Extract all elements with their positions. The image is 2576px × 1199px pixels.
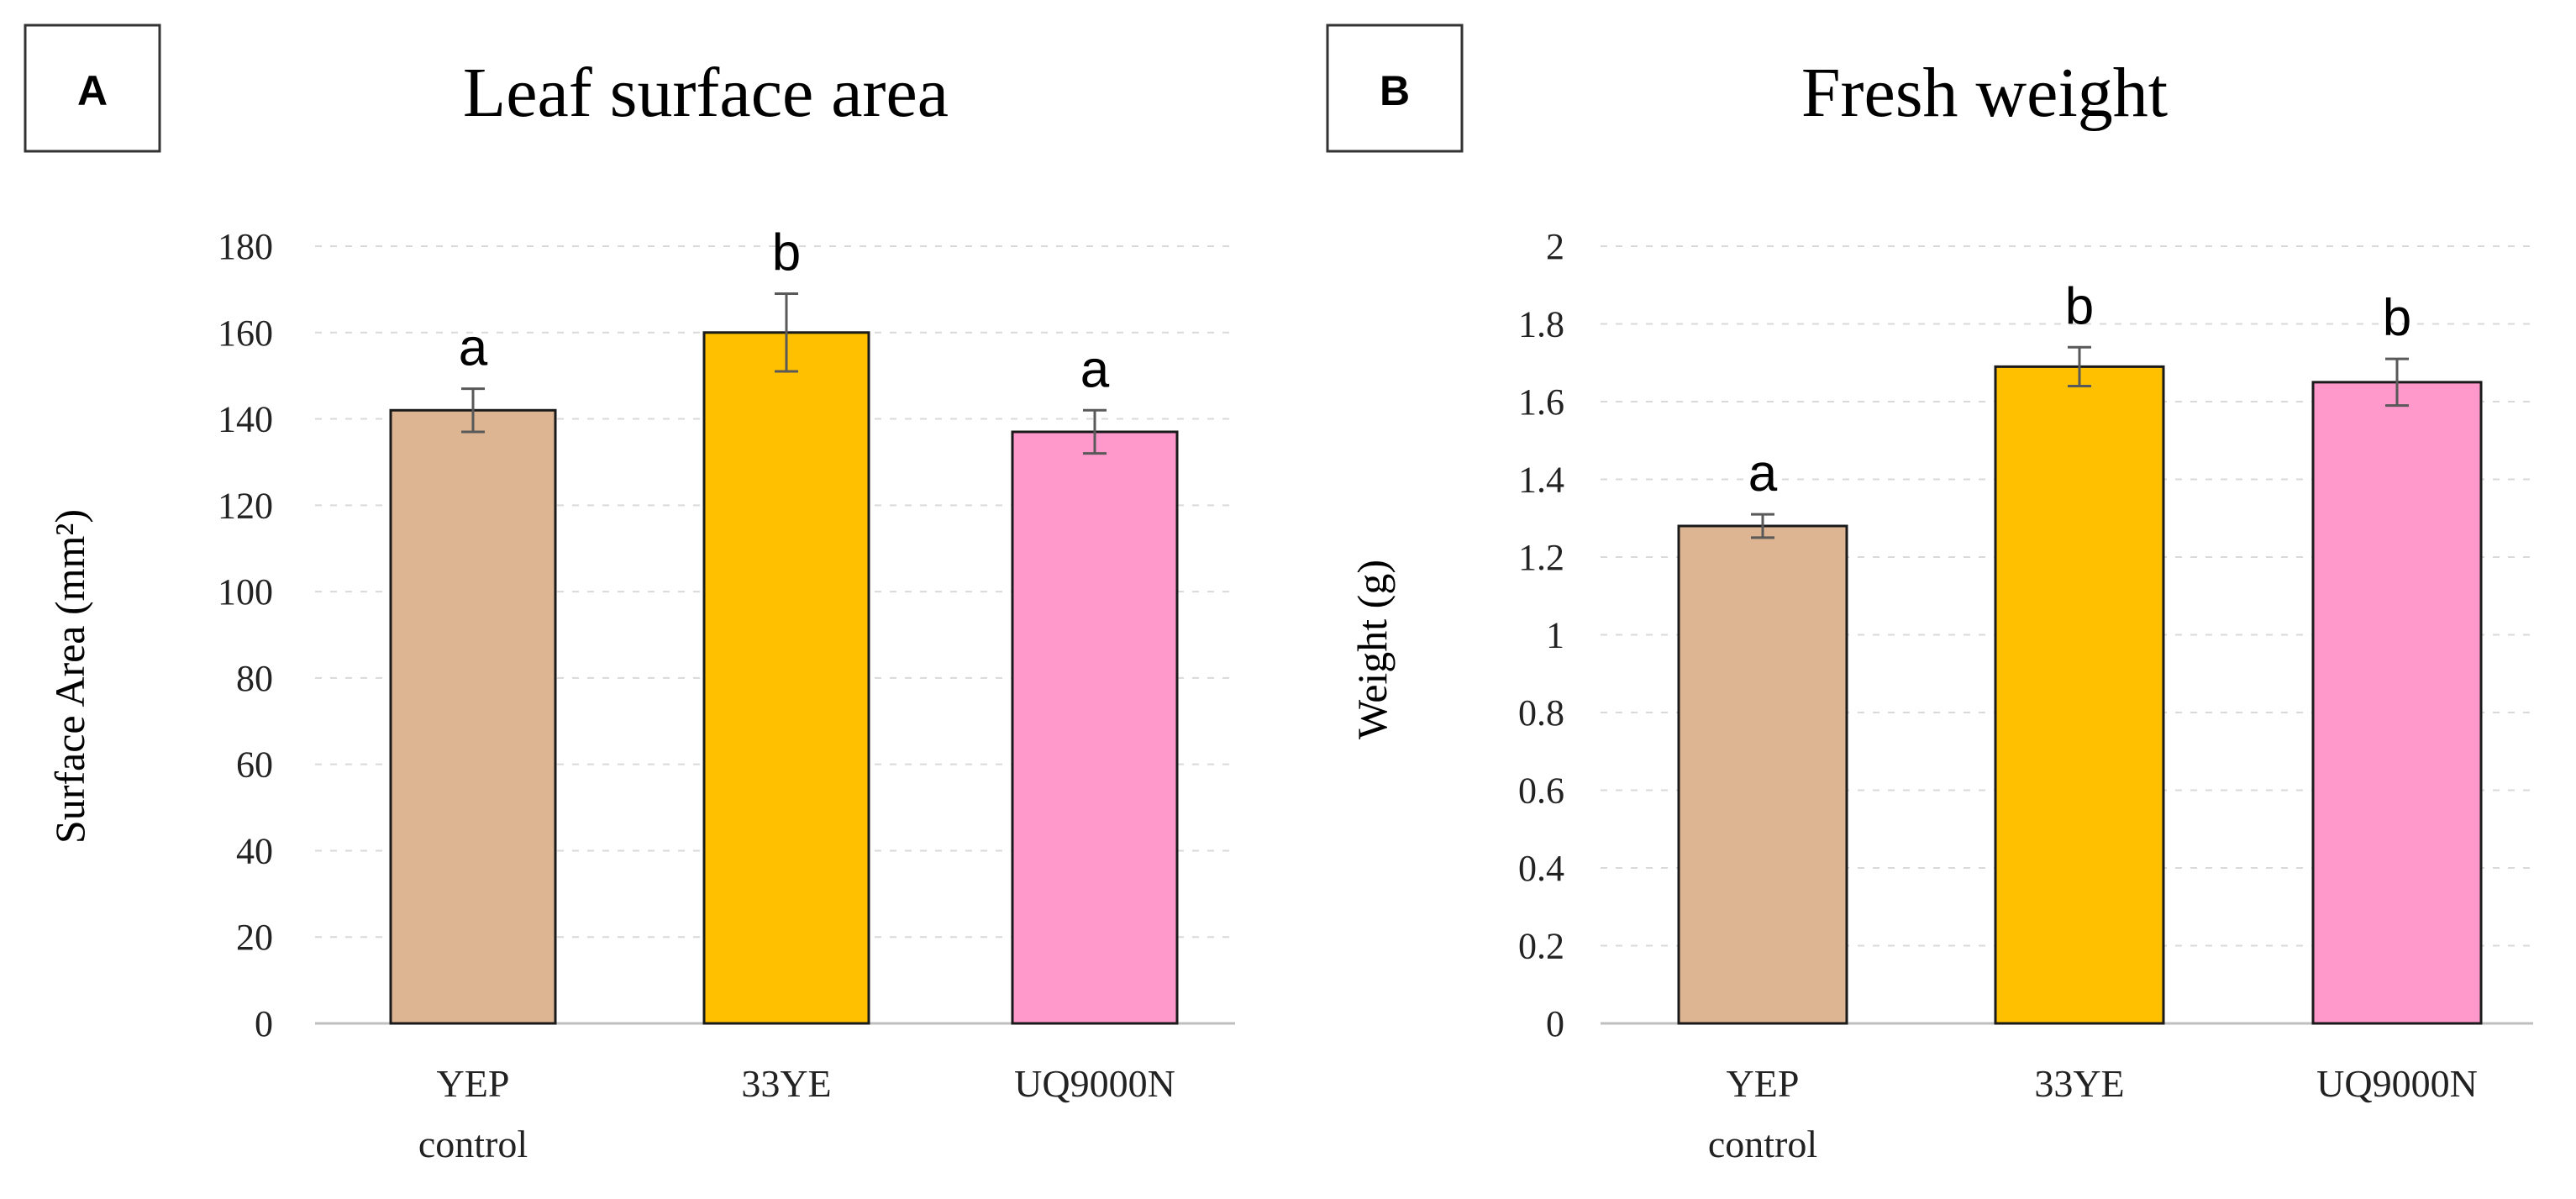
y-tick-label: 0 <box>1546 1003 1564 1044</box>
y-tick-label: 180 <box>218 226 273 267</box>
y-tick-label: 160 <box>218 313 273 354</box>
panel-a-y-axis-label: Surface Area (mm²) <box>46 509 93 844</box>
panel-b-title: Fresh weight <box>1801 54 2168 132</box>
bar <box>702 331 870 1025</box>
panel-b-label-box <box>1326 24 1464 153</box>
bar <box>1677 524 1848 1025</box>
x-tick-label: UQ9000N <box>1014 1062 1175 1105</box>
y-tick-label: 0.6 <box>1518 770 1564 812</box>
significance-letter: a <box>459 319 488 377</box>
panel-a-title: Leaf surface area <box>463 54 949 132</box>
y-tick-label: 80 <box>236 658 273 699</box>
error-bar <box>461 387 485 434</box>
bar <box>389 408 557 1025</box>
y-tick-label: 100 <box>218 571 273 613</box>
panel-a-label: A <box>77 67 108 114</box>
x-tick-label: 33YE <box>741 1062 831 1105</box>
bar <box>1994 365 2165 1025</box>
x-tick-label: 33YE <box>2034 1062 2124 1105</box>
error-bar <box>1751 513 1774 539</box>
y-tick-label: 0.4 <box>1518 848 1564 889</box>
significance-letter: b <box>2065 277 2094 335</box>
panel-b-label: B <box>1380 67 1410 114</box>
error-bar <box>775 292 798 373</box>
y-tick-label: 2 <box>1546 226 1564 267</box>
y-tick-label: 1.2 <box>1518 537 1564 578</box>
x-tick-label: UQ9000N <box>2316 1062 2478 1105</box>
significance-letter: a <box>1080 340 1110 398</box>
y-tick-label: 0.2 <box>1518 926 1564 967</box>
y-tick-label: 40 <box>236 830 273 871</box>
bar <box>1011 430 1179 1025</box>
error-bar <box>2068 345 2091 387</box>
panel-a-label-box <box>24 24 161 153</box>
significance-letter: a <box>1748 444 1778 502</box>
y-tick-label: 1.8 <box>1518 304 1564 345</box>
x-tick-label: YEP control <box>418 1062 528 1165</box>
significance-letter: b <box>2383 289 2411 347</box>
panel-a: A Leaf surface area Surface Area (mm²) 0… <box>24 24 1235 1165</box>
y-tick-label: 20 <box>236 917 273 958</box>
panel-b-plot-area: 0 0.2 0.4 0.6 0.8 1 1.2 1.4 1.6 1.8 2 a YEP control b 3… <box>1518 226 2533 1165</box>
error-bar <box>1083 408 1107 455</box>
panel-b: B Fresh weight Weight (g) 0 0.2 0.4 0.6 0.8 1… <box>1326 24 2533 1165</box>
y-tick-label: 0.8 <box>1518 692 1564 734</box>
y-tick-label: 1 <box>1546 615 1564 656</box>
y-tick-label: 1.6 <box>1518 381 1564 423</box>
y-tick-label: 120 <box>218 485 273 526</box>
x-tick-label: YEP control <box>1708 1062 1817 1165</box>
bar <box>2311 381 2483 1025</box>
significance-letter: b <box>772 224 801 282</box>
y-tick-label: 0 <box>255 1003 273 1044</box>
panel-b-y-axis-label: Weight (g) <box>1348 560 1396 739</box>
y-tick-label: 60 <box>236 744 273 786</box>
panel-a-plot-area: 0 20 40 60 80 100 120 140 160 180 a YEP control b 33YE… <box>218 224 1235 1165</box>
y-tick-label: 140 <box>218 399 273 440</box>
error-bar <box>2385 357 2409 408</box>
y-tick-label: 1.4 <box>1518 460 1564 501</box>
